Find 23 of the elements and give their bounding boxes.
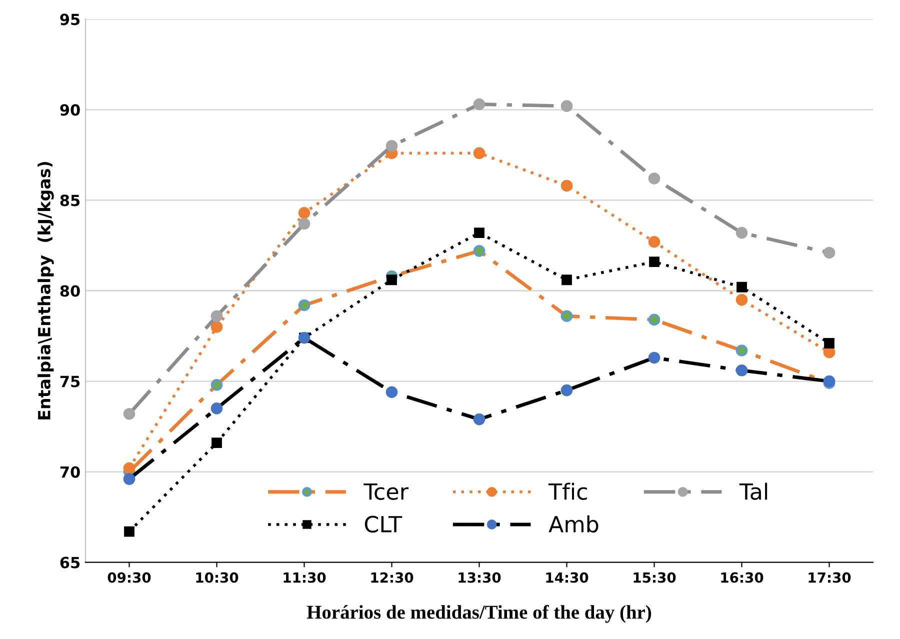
- y-tick-label: 70: [60, 466, 80, 478]
- y-tick-label: 95: [60, 14, 80, 26]
- legend-label: CLT: [364, 516, 402, 533]
- legend-label: Tfic: [548, 482, 587, 500]
- x-tick-label: 10:30: [196, 572, 238, 583]
- y-tick-label: 75: [60, 376, 80, 388]
- legend-label: Amb: [548, 515, 598, 533]
- y-tick-label: 80: [60, 285, 80, 297]
- legend-label: Tal: [739, 482, 768, 500]
- y-axis-title: Entalpia\Enthalpy (kJ/kgas): [38, 162, 54, 420]
- x-tick-label: 13:30: [458, 572, 501, 583]
- y-tick-label: 90: [60, 104, 80, 116]
- x-tick-label: 14:30: [546, 572, 588, 583]
- x-axis-title: Horários de medidas/Time of the day (hr): [306, 604, 652, 623]
- x-tick-label: 15:30: [634, 572, 676, 583]
- x-tick-label: 09:30: [108, 572, 151, 583]
- x-tick-label: 11:30: [284, 572, 326, 583]
- x-tick-label: 16:30: [721, 572, 764, 583]
- x-tick-label: 17:30: [808, 572, 851, 583]
- y-tick-label: 85: [60, 194, 80, 206]
- legend-label: Tcer: [364, 483, 408, 500]
- y-tick-label: 65: [60, 556, 80, 568]
- x-tick-label: 12:30: [371, 572, 414, 583]
